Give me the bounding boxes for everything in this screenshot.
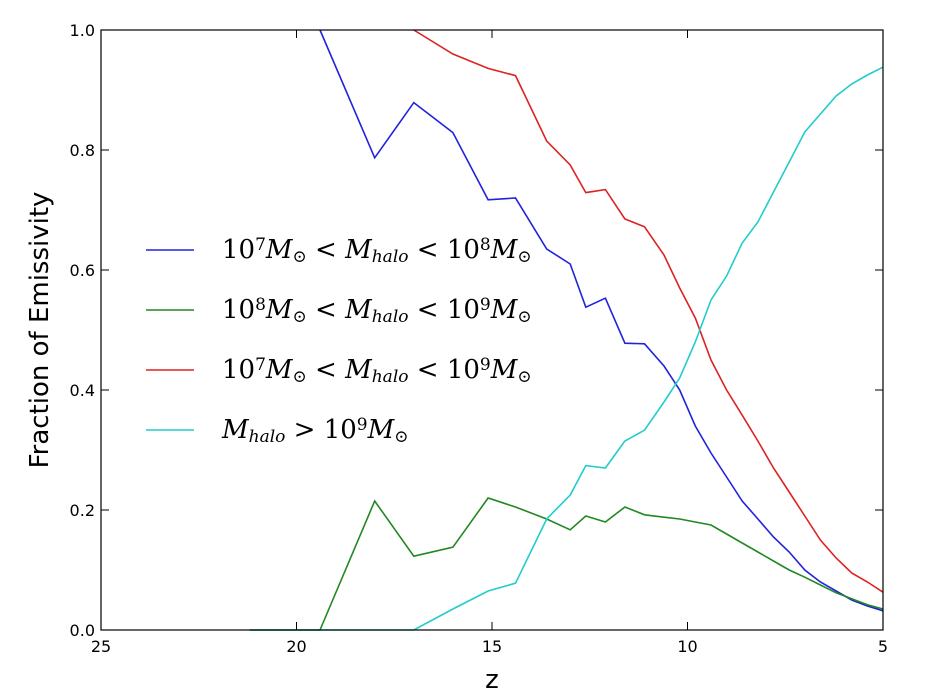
x-tick-label: 5 <box>878 637 888 656</box>
x-tick-label: 25 <box>91 637 111 656</box>
x-axis-label: z <box>485 665 499 694</box>
y-tick-label: 0.8 <box>70 141 95 160</box>
y-axis-label: Fraction of Emissivity <box>25 192 55 469</box>
y-tick-label: 1.0 <box>70 21 95 40</box>
plot-frame <box>100 29 884 631</box>
y-tick-label: 0.4 <box>70 381 95 400</box>
legend-entry-1: 107M⊙ < Mhalo < 108M⊙ <box>222 235 532 267</box>
x-tick-label: 10 <box>677 637 697 656</box>
y-tick-label: 0.6 <box>70 261 95 280</box>
y-tick-label: 0.0 <box>70 621 95 640</box>
series-line-4 <box>249 66 884 631</box>
legend-entry-3: 107M⊙ < Mhalo < 109M⊙ <box>222 355 532 387</box>
series-lines <box>249 29 884 631</box>
legend-entry-4: Mhalo > 109M⊙ <box>221 415 409 447</box>
legend-entry-2: 108M⊙ < Mhalo < 109M⊙ <box>222 295 532 327</box>
y-tick-label: 0.2 <box>70 501 95 520</box>
series-line-3 <box>413 29 884 593</box>
axis-ticks: 25 20 15 10 5 0.0 0.2 0.4 0.6 0.8 1.0 <box>70 21 889 656</box>
legend: 107M⊙ < Mhalo < 108M⊙ 108M⊙ < Mhalo < 109… <box>146 235 532 447</box>
series-line-2 <box>249 497 884 631</box>
series-line-1 <box>319 29 884 612</box>
x-tick-label: 15 <box>482 637 502 656</box>
x-tick-label: 20 <box>286 637 306 656</box>
